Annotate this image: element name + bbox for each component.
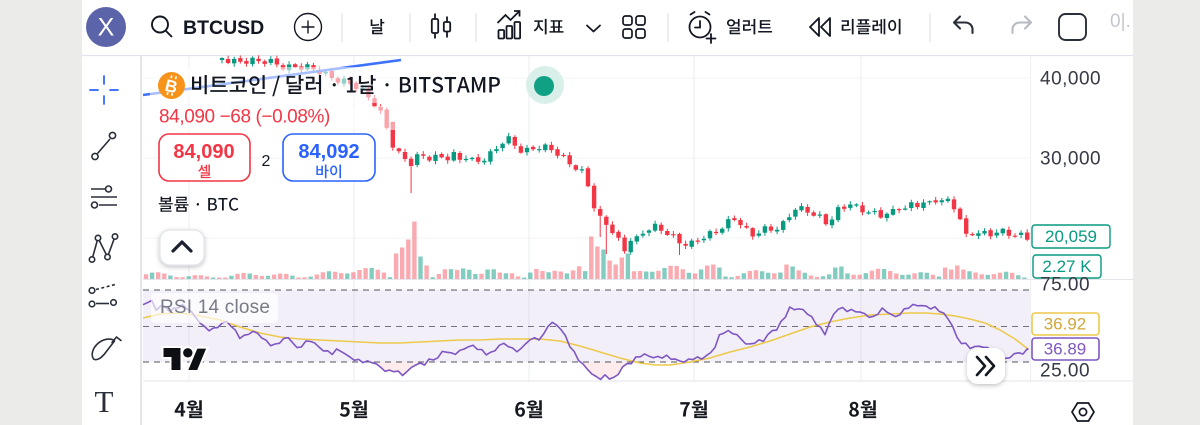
svg-text:0|.: 0|.: [1110, 11, 1131, 32]
svg-text:X: X: [98, 14, 115, 42]
svg-text:T: T: [95, 384, 114, 419]
svg-text:RSI 14 close: RSI 14 close: [160, 297, 270, 318]
svg-text:20,059: 20,059: [1045, 227, 1097, 246]
svg-text:84,090 −68 (−0.08%): 84,090 −68 (−0.08%): [159, 107, 330, 128]
svg-text:40,000: 40,000: [1040, 69, 1101, 90]
svg-text:30,000: 30,000: [1040, 149, 1101, 170]
svg-text:84,092: 84,092: [298, 141, 359, 163]
svg-text:36.92: 36.92: [1044, 315, 1087, 334]
svg-text:84,090: 84,090: [173, 141, 234, 163]
svg-text:BTCUSD: BTCUSD: [183, 17, 264, 39]
svg-text:2.27 K: 2.27 K: [1042, 257, 1092, 276]
svg-text:36.89: 36.89: [1044, 340, 1087, 359]
svg-text:75.00: 75.00: [1040, 275, 1090, 296]
svg-text:25.00: 25.00: [1040, 361, 1090, 382]
svg-text:2: 2: [262, 153, 271, 170]
